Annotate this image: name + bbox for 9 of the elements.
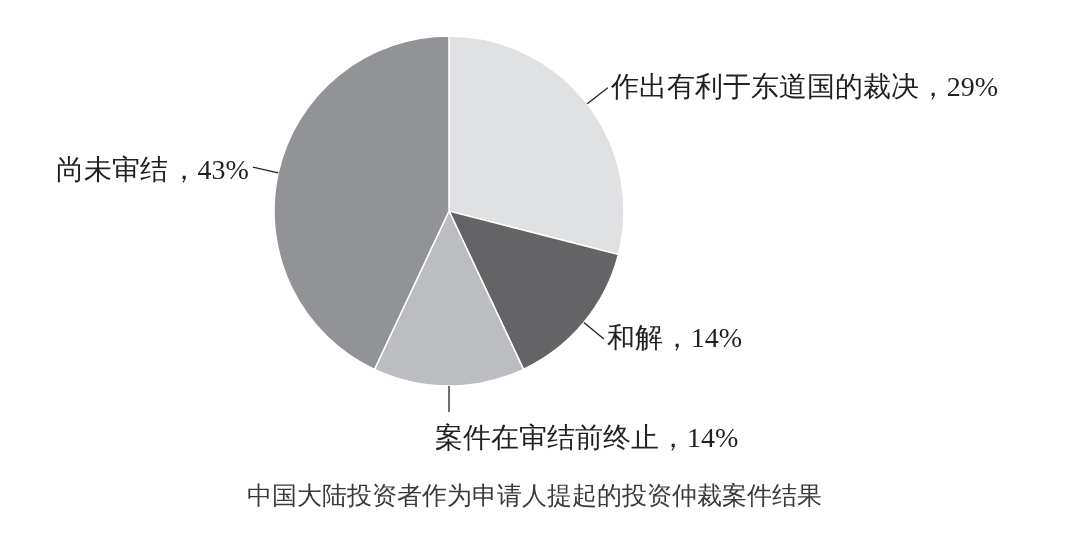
data-label: ，29% [918, 70, 999, 102]
data-label: ，43% [169, 154, 249, 186]
text: 中国大陆投资者作为申请人提起的投资仲裁案件结果 [246, 481, 822, 510]
slice-label: 作出有利于东道国的裁决 [609, 70, 919, 102]
slice-label: 和解 [606, 322, 663, 354]
data-label: ，14% [659, 422, 739, 453]
data-label: ，14% [662, 322, 743, 354]
slice-label: 案件在审结前终止 [435, 422, 659, 453]
slice-label: 尚未审结 [56, 154, 169, 186]
